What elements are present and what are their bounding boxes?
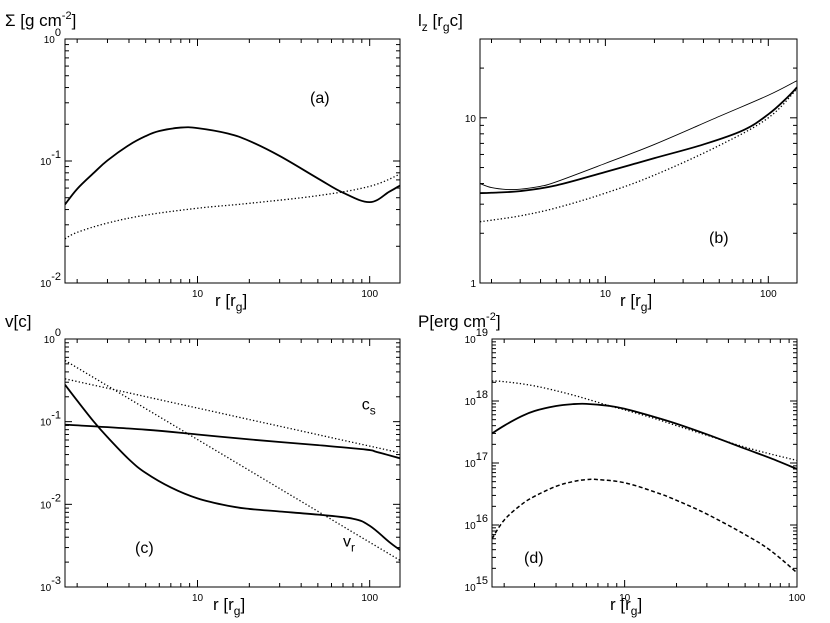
y-axis-title: v[c] [5,312,31,331]
x-tick-label: 100 [361,289,378,300]
series-line-dotted-2 [480,88,797,223]
y-tick-label: 1016 [465,513,488,532]
y-tick-label: 1019 [465,327,488,346]
panel-label: (c) [135,540,154,557]
series-line-solid-0 [65,126,400,206]
y-tick-label: 1 [470,279,476,290]
panel-label: (b) [709,230,729,247]
y-tick-label: 100 [44,327,61,346]
series-line-dotted-1 [65,173,400,240]
y-tick-label: 1015 [465,575,488,594]
x-tick-label: 100 [361,593,378,604]
series-line-solid-0 [65,423,400,460]
series-line-thin-0 [480,80,797,191]
y-tick-label: 10 [465,114,477,125]
y-tick-label: 10-2 [40,492,61,511]
y-tick-label: 10-1 [40,410,61,429]
plot-frame [479,38,798,284]
y-tick-label: 1017 [465,451,488,470]
y-axis-title: P[erg cm-2] [418,311,501,331]
x-axis-label: r [rg] [610,595,642,618]
series-line-dashed-2 [492,478,797,574]
curve-label-cs: cs [362,397,376,418]
panel-label: (a) [310,90,330,107]
series-line-solid-1 [492,402,797,470]
y-axis-title: lz [rgc] [418,11,463,34]
series-line-dotted-3 [65,359,400,561]
y-tick-label: 10-2 [40,271,61,290]
panel-label: (d) [524,550,544,567]
plot-frame [64,38,401,284]
curve-label-vr: vr [343,533,355,554]
x-tick-label: 100 [760,289,777,300]
x-tick-label: 10 [192,593,204,604]
y-tick-label: 100 [44,27,61,46]
chart-panel-c: 10 100 10-3 10-2 10-1 100 v[c] r [rg] (c) cs vr [5,312,401,618]
series-line-dotted-0 [492,380,797,462]
x-tick-label: 10 [619,593,631,604]
chart-panel-b: 10 100 1 10 lz [rgc] r [rg] (b) [418,11,798,314]
x-tick-label: 100 [789,593,806,604]
plot-frame [64,338,401,588]
y-tick-label: 1018 [465,389,488,408]
x-axis-label: r [rg] [215,291,247,314]
x-axis-label: r [rg] [213,595,245,618]
y-tick-label: 10-3 [40,575,61,594]
y-tick-label: 10-1 [40,149,61,168]
y-axis-title: Σ [g cm-2] [5,10,76,30]
x-tick-label: 10 [600,289,612,300]
x-tick-label: 10 [192,289,204,300]
series-line-dotted-2 [65,378,400,454]
series-line-solid-1 [480,86,797,195]
series-line-solid-1 [65,384,400,551]
x-axis-label: r [rg] [620,291,652,314]
